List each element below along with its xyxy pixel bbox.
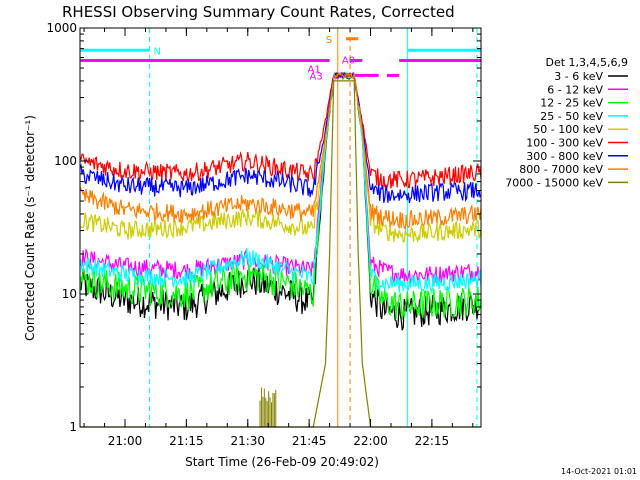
- flag-a3-label: A3: [310, 71, 323, 82]
- legend-label-8: 7000 - 15000 keV: [505, 176, 603, 189]
- legend-label-1: 6 - 12 keV: [547, 83, 603, 96]
- x-tick-label-3: 21:45: [292, 434, 327, 448]
- y-axis-label: Corrected Count Rate (s⁻¹ detector⁻¹): [23, 115, 37, 341]
- legend-label-6: 300 - 800 keV: [526, 150, 603, 163]
- series-line-6: [79, 71, 482, 204]
- series-line-4: [79, 72, 482, 243]
- x-axis-label: Start Time (26-Feb-09 20:49:02): [185, 455, 379, 469]
- y-tick-label-2: 100: [54, 154, 77, 168]
- x-tick-label-1: 21:15: [169, 434, 204, 448]
- x-tick-label-2: 21:30: [230, 434, 265, 448]
- series-line-7: [79, 72, 482, 230]
- chart-title: RHESSI Observing Summary Count Rates, Co…: [62, 3, 455, 21]
- y-tick-label-3: 1000: [46, 21, 77, 35]
- series-line-2: [79, 71, 482, 320]
- plot-area: [80, 28, 481, 427]
- legend-label-7: 800 - 7000 keV: [519, 163, 603, 176]
- plot-frame: [79, 27, 482, 428]
- x-tick-label-5: 22:15: [415, 434, 450, 448]
- series-line-3: [79, 70, 482, 295]
- legend-label-4: 50 - 100 keV: [533, 123, 603, 136]
- legend-label-5: 100 - 300 keV: [526, 137, 603, 150]
- legend-label-2: 12 - 25 keV: [540, 97, 603, 110]
- flag-n-label: N: [154, 46, 161, 57]
- x-tick-label-4: 22:00: [353, 434, 388, 448]
- x-tick-label-0: 21:00: [108, 434, 143, 448]
- legend-label-0: 3 - 6 keV: [554, 70, 603, 83]
- axes-layer: 1 10 100 1000 21:00 21:15 21:30 21:45 22:00 22:15: [46, 21, 482, 448]
- generated-timestamp: 14-Oct-2021 01:01: [561, 467, 637, 476]
- series-line-0: [79, 73, 482, 331]
- plot-background: [80, 28, 481, 427]
- flag-a0-label: A0: [342, 55, 355, 66]
- y-tick-label-1: 10: [62, 287, 77, 301]
- y-tick-label-0: 1: [69, 420, 77, 434]
- flag-a1-label: A1: [308, 64, 321, 75]
- series-line-5: [79, 71, 482, 191]
- legend-label-3: 25 - 50 keV: [540, 110, 603, 123]
- flag-s-label: S: [326, 35, 332, 46]
- legend-title: Det 1,3,4,5,6,9: [545, 56, 628, 69]
